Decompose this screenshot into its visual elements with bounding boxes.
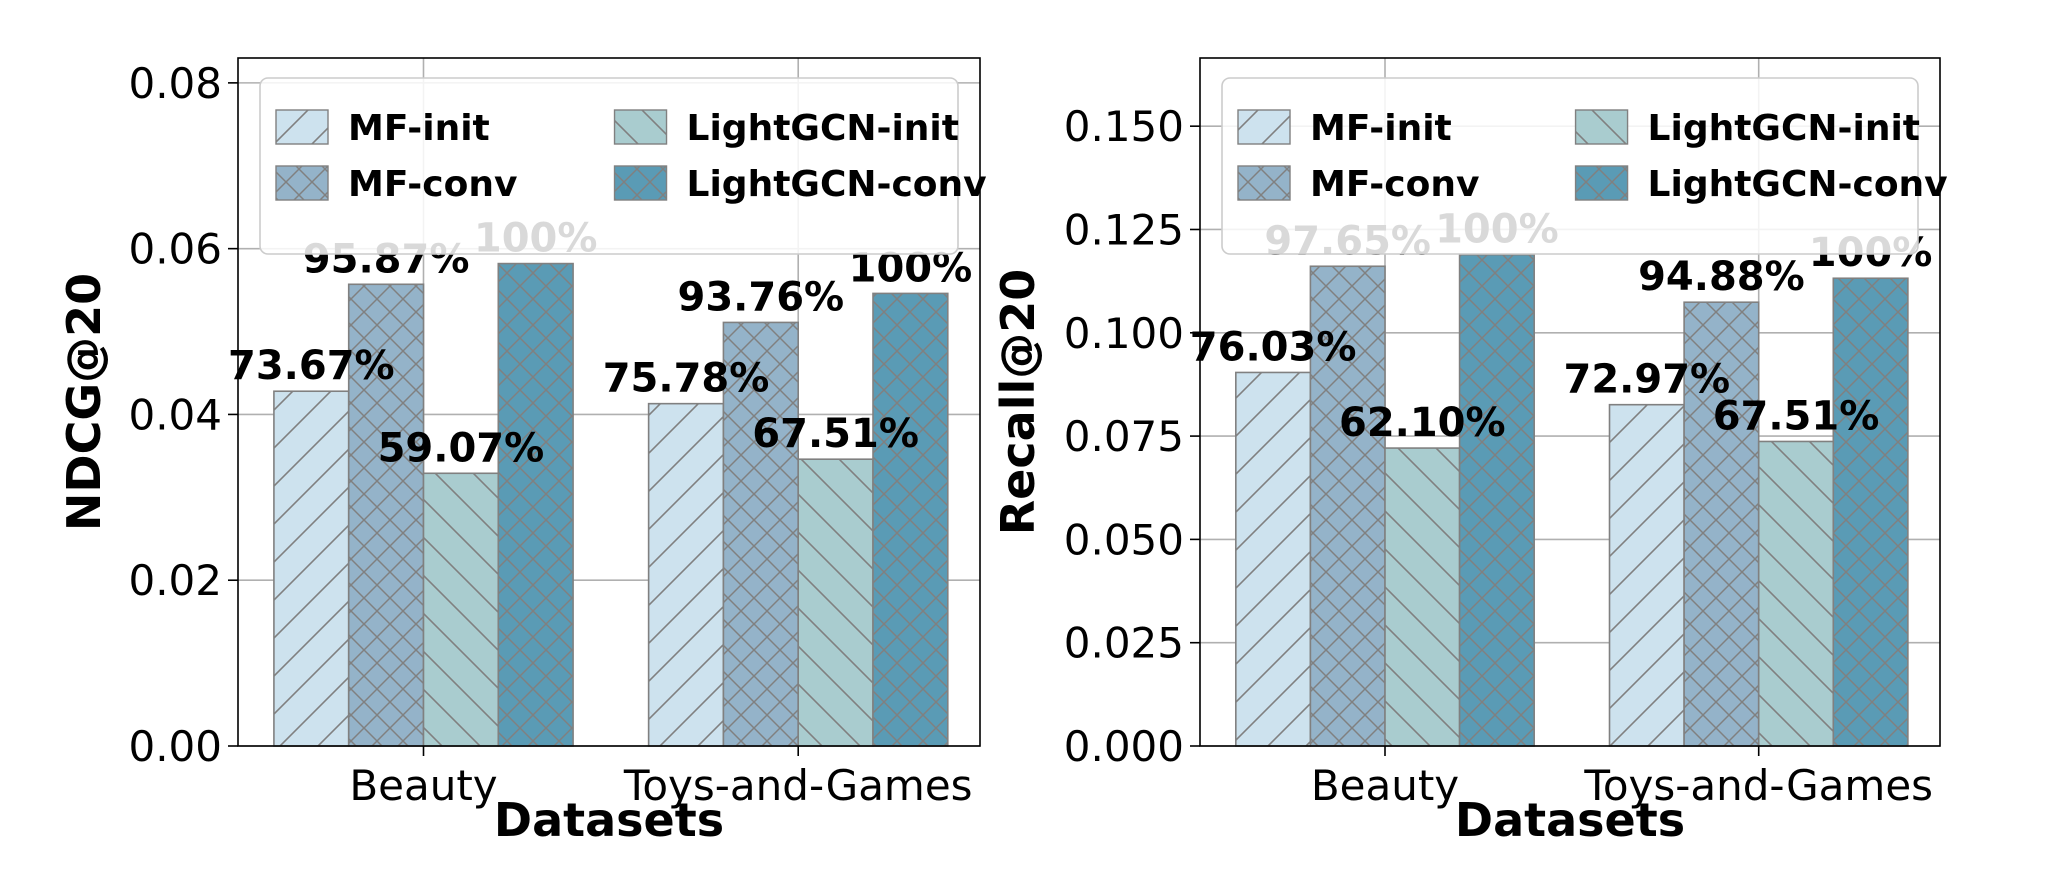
legend-label: MF-init bbox=[1310, 108, 1452, 149]
legend-swatch-hatch bbox=[613, 109, 668, 145]
legend-swatch-hatch bbox=[1574, 165, 1629, 201]
y-tick-label: 0.125 bbox=[1064, 205, 1184, 254]
legend-swatch-hatch bbox=[1237, 165, 1291, 201]
x-tick-label: Beauty bbox=[349, 761, 497, 810]
y-tick-label: 0.06 bbox=[128, 225, 222, 274]
bar-hatch bbox=[1309, 265, 1386, 747]
y-tick-label: 0.050 bbox=[1064, 515, 1184, 564]
data-label: 93.76% bbox=[678, 274, 845, 320]
x-axis-title: Datasets bbox=[494, 793, 724, 847]
legend-item-lightgcn-init: LightGCN-init bbox=[613, 108, 959, 149]
legend-item-mf-init: MF-init bbox=[1237, 108, 1452, 149]
y-tick-label: 0.08 bbox=[128, 59, 222, 108]
legend: MF-init MF-conv LightGCN-init LightGCN-conv bbox=[1221, 77, 1948, 255]
bar-hatch bbox=[1384, 447, 1461, 747]
y-axis: 0.00 0.02 0.04 0.06 0.08 bbox=[128, 59, 238, 771]
legend-swatch-hatch bbox=[1574, 109, 1629, 145]
axes-frame bbox=[237, 57, 981, 747]
legend: MF-init MF-conv LightGCN-init LightGCN-conv bbox=[259, 77, 987, 255]
data-label: 67.51% bbox=[752, 411, 919, 457]
data-label: 75.78% bbox=[603, 356, 770, 402]
bar-hatch bbox=[1757, 440, 1835, 747]
legend-label: MF-init bbox=[348, 108, 490, 149]
y-tick-label: 0.04 bbox=[128, 390, 222, 439]
legend-label: MF-conv bbox=[348, 164, 517, 205]
legend-item-lightgcn-conv: LightGCN-conv bbox=[1574, 164, 1948, 205]
legend-label: LightGCN-conv bbox=[687, 164, 987, 205]
data-label: 67.51% bbox=[1713, 393, 1880, 439]
x-axis: Beauty Toys-and-Games bbox=[1311, 746, 1933, 810]
data-label: 76.03% bbox=[1190, 324, 1357, 370]
legend-box bbox=[1221, 77, 1919, 255]
y-tick-label: 0.025 bbox=[1064, 619, 1184, 668]
x-tick-label: Beauty bbox=[1311, 761, 1459, 810]
bars bbox=[1235, 253, 1909, 747]
bar-hatch bbox=[1235, 371, 1312, 747]
recall-chart-panel: 76.03%72.97%97.65%94.88%62.10%67.51%100%… bbox=[991, 57, 1948, 847]
legend-swatch-hatch bbox=[613, 165, 668, 201]
bar-hatch bbox=[872, 292, 949, 747]
data-label: 59.07% bbox=[378, 425, 545, 471]
x-axis-title: Datasets bbox=[1455, 793, 1685, 847]
data-label: 94.88% bbox=[1638, 254, 1805, 300]
bar-hatch bbox=[422, 472, 500, 747]
data-label: 72.97% bbox=[1564, 357, 1731, 403]
y-axis: 0.000 0.025 0.050 0.075 0.100 0.125 0.150 bbox=[1064, 102, 1200, 771]
y-axis-title: NDCG@20 bbox=[57, 273, 111, 531]
y-tick-label: 0.100 bbox=[1064, 309, 1184, 358]
y-tick-label: 0.075 bbox=[1064, 412, 1184, 461]
legend-item-lightgcn-conv: LightGCN-conv bbox=[613, 164, 987, 205]
legend-item-mf-conv: MF-conv bbox=[1237, 164, 1479, 205]
legend-label: LightGCN-conv bbox=[1648, 164, 1948, 205]
x-tick-label: Toys-and-Games bbox=[623, 761, 973, 810]
bar-hatch bbox=[797, 458, 874, 747]
legend-item-mf-conv: MF-conv bbox=[275, 164, 517, 205]
ndcg-chart-panel: 73.67% 75.78%95.87%93.76%59.07% 67.51%100%… bbox=[57, 57, 987, 847]
legend-label: LightGCN-init bbox=[687, 108, 959, 149]
bar-hatch bbox=[647, 402, 725, 747]
y-tick-label: 0.02 bbox=[128, 556, 222, 605]
y-axis-title: Recall@20 bbox=[991, 269, 1045, 535]
axes-frame bbox=[1199, 57, 1941, 747]
legend-label: LightGCN-init bbox=[1648, 108, 1920, 149]
y-tick-label: 0.00 bbox=[128, 722, 222, 771]
bar-hatch bbox=[1608, 403, 1685, 747]
legend-box bbox=[259, 77, 959, 255]
legend-swatch-hatch bbox=[275, 109, 329, 145]
bar-hatch bbox=[273, 390, 350, 747]
legend-item-mf-init: MF-init bbox=[275, 108, 490, 149]
bars bbox=[273, 262, 949, 747]
x-tick-label: Toys-and-Games bbox=[1583, 761, 1933, 810]
legend-swatch-hatch bbox=[1237, 109, 1291, 145]
legend-label: MF-conv bbox=[1310, 164, 1479, 205]
legend-swatch-hatch bbox=[275, 165, 329, 201]
x-axis: Beauty Toys-and-Games bbox=[349, 746, 973, 810]
bar-hatch bbox=[497, 262, 574, 747]
data-label: 73.67% bbox=[228, 343, 395, 389]
legend-item-lightgcn-init: LightGCN-init bbox=[1574, 108, 1920, 149]
y-tick-label: 0.000 bbox=[1064, 722, 1184, 771]
bar-hatch bbox=[1458, 253, 1535, 747]
bar-hatch bbox=[722, 321, 800, 747]
data-label: 62.10% bbox=[1339, 400, 1506, 446]
y-tick-label: 0.150 bbox=[1064, 102, 1184, 151]
bar-hatch bbox=[1832, 277, 1909, 747]
